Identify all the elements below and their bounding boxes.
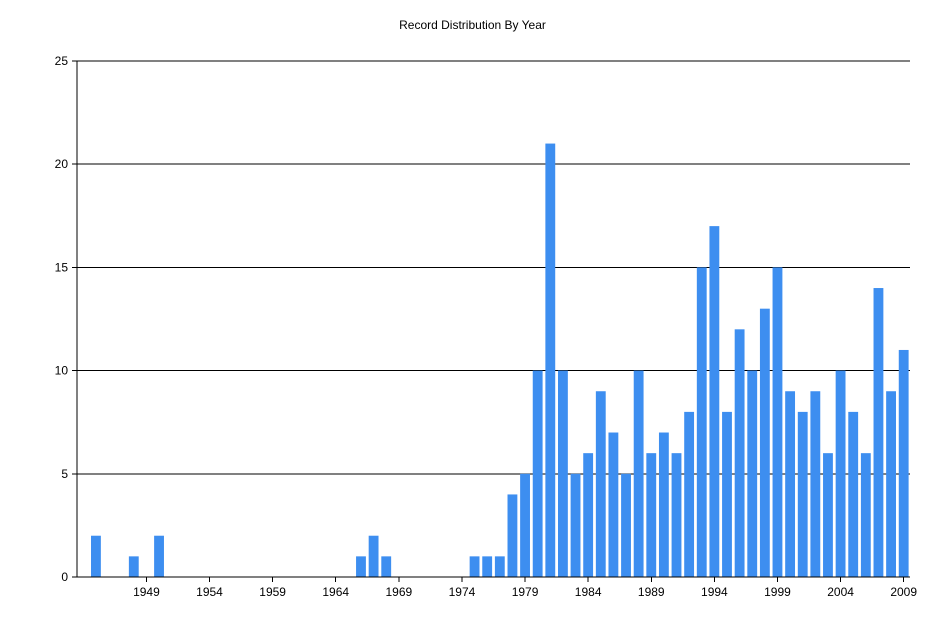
x-tick-label: 1984 [575,585,602,599]
y-tick-label: 5 [61,467,68,481]
x-tick-label: 1969 [385,585,412,599]
bar-1993 [696,267,707,577]
y-tick-labels: 0 5 10 15 20 25 [55,54,69,584]
bar-1978 [507,494,518,577]
x-tick-label: 1979 [512,585,539,599]
bar-1950 [154,535,164,577]
x-tick-label: 1964 [322,585,349,599]
bar-1994 [709,226,720,577]
bar-1989 [646,453,657,577]
gridlines [72,60,910,578]
y-tick-label: 0 [61,570,68,584]
bar-2008 [886,391,896,577]
bars [91,143,909,577]
bar-2002 [810,391,821,577]
bar-2007 [873,288,884,577]
y-tick-label: 10 [55,364,69,378]
bar-1981 [545,143,556,577]
x-tick-label: 1999 [764,585,791,599]
axes [76,61,910,578]
bar-1983 [570,473,581,577]
bar-1987 [621,473,631,577]
bar-1999 [772,267,783,577]
bar-1988 [633,370,644,577]
x-tick-label: 2009 [890,585,917,599]
bar-1967 [368,535,379,577]
x-tick-labels: 1949 1954 1959 1964 1969 1974 1979 1984 1989 1994… [133,577,917,599]
bar-1985 [595,391,606,577]
chart-title: Record Distribution By Year [399,18,546,32]
bar-2001 [797,411,808,577]
y-tick-label: 20 [55,157,69,171]
bar-1968 [381,556,392,577]
bar-1948 [128,556,139,577]
x-tick-label: 1974 [449,585,476,599]
bar-1990 [658,432,669,577]
bar-1945 [91,535,101,577]
bar-1997 [747,370,758,577]
bar-2003 [823,453,833,577]
x-tick-label: 1949 [133,585,160,599]
bar-1986 [608,432,619,577]
bar-1996 [734,329,745,577]
bar-1991 [671,453,682,577]
x-tick-label: 2004 [827,585,854,599]
y-tick-label: 15 [55,260,69,274]
bar-2005 [848,411,859,577]
bar-2009 [898,349,909,577]
bar-1966 [356,556,366,577]
bar-1980 [532,370,543,577]
x-tick-label: 1959 [259,585,286,599]
bar-1998 [759,308,770,577]
y-tick-label: 25 [55,54,69,68]
bar-1976 [482,556,493,577]
x-tick-label: 1954 [196,585,223,599]
bar-1992 [684,411,695,577]
bar-2004 [835,370,846,577]
bar-1975 [469,556,480,577]
bar-2006 [860,453,871,577]
bar-2000 [785,391,796,577]
x-tick-label: 1989 [638,585,665,599]
bar-1979 [520,473,530,577]
bar-1977 [494,556,505,577]
x-tick-label: 1994 [701,585,728,599]
bar-1984 [583,453,594,577]
bar-1982 [557,370,568,577]
bar-1995 [722,411,732,577]
